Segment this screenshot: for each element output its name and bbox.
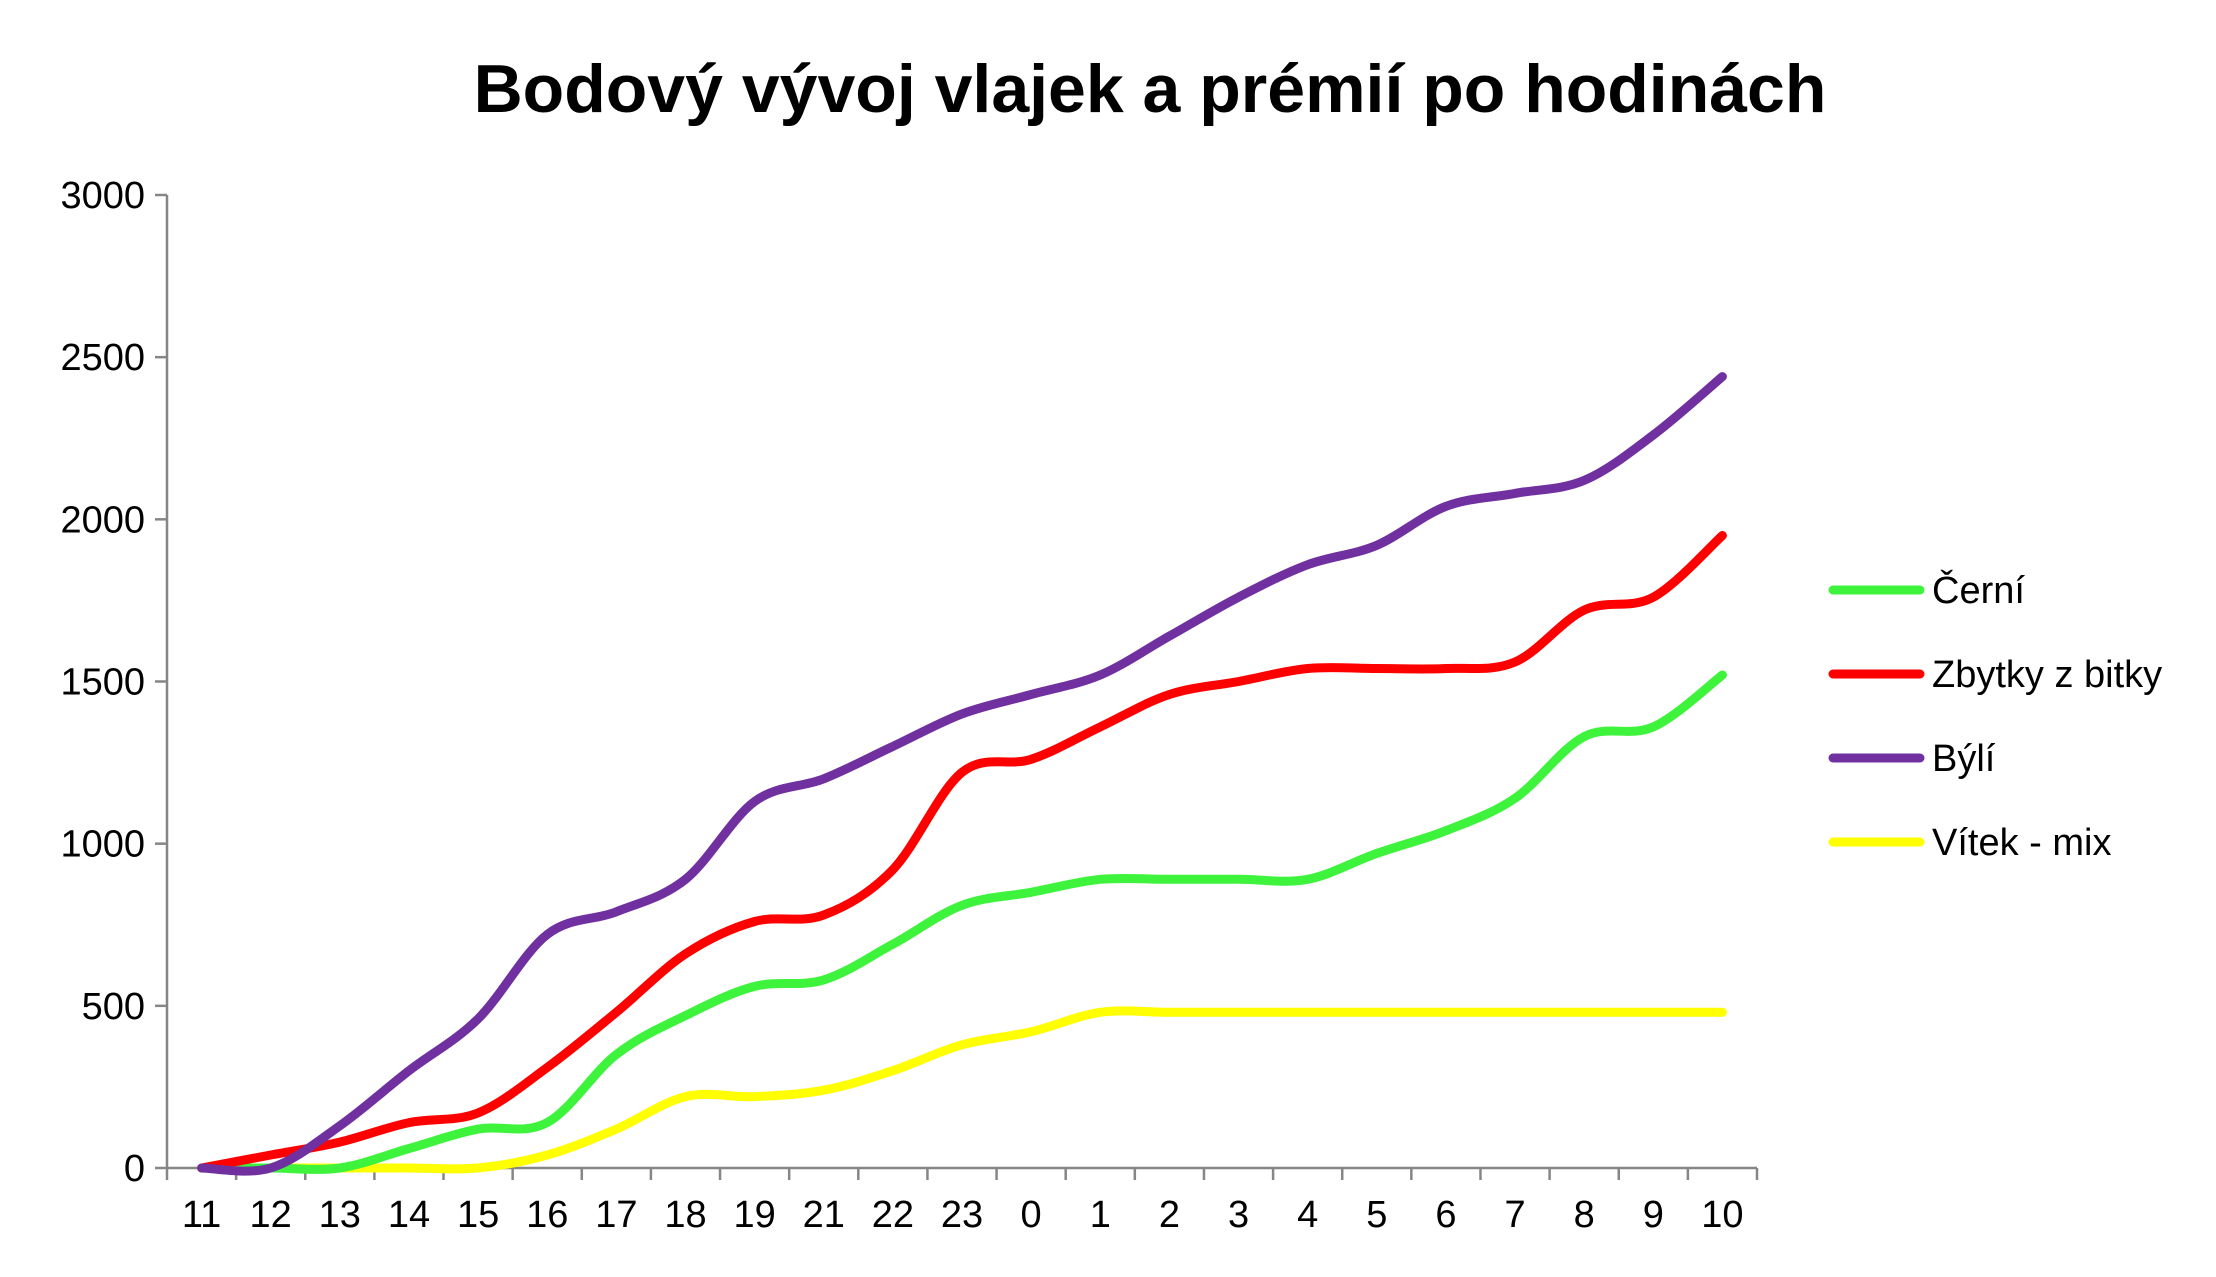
- x-tick-label: 6: [1435, 1194, 1456, 1236]
- y-axis-tick-labels: 0 500 1000 1500 2000 2500 3000: [60, 175, 145, 1190]
- x-tick-label: 2: [1159, 1194, 1180, 1236]
- series-line-cerni: [197, 670, 1727, 1174]
- y-tick-label: 2000: [60, 499, 145, 541]
- legend-label-vitek-mix: Vítek - mix: [1932, 822, 2111, 864]
- x-tick-label: 10: [1701, 1194, 1743, 1236]
- legend-label-cerni: Černí: [1932, 568, 2025, 612]
- x-tick-label: 23: [941, 1194, 983, 1236]
- legend: Černí Zbytky z bitky Býlí Vítek - mix: [1828, 568, 2162, 864]
- x-tick-label: 14: [388, 1194, 430, 1236]
- x-tick-label: 22: [872, 1194, 914, 1236]
- y-tick-label: 3000: [60, 175, 145, 217]
- axes: [155, 193, 1759, 1180]
- x-axis-tick-labels: 11 12 13 14 15 16 17 18 19 21 22 23 0 1 2 3 4 5 6 7 8 9 10: [182, 1194, 1744, 1236]
- x-tick-label: 1: [1090, 1194, 1111, 1236]
- x-tick-label: 4: [1297, 1194, 1318, 1236]
- x-tick-label: 5: [1366, 1194, 1387, 1236]
- x-tick-label: 15: [457, 1194, 499, 1236]
- x-tick-label: 3: [1228, 1194, 1249, 1236]
- series-line-zbytky-z-bitky: [197, 531, 1727, 1173]
- y-tick-label: 500: [82, 986, 145, 1028]
- legend-label-zbytky-z-bitky: Zbytky z bitky: [1932, 654, 2162, 696]
- x-tick-label: 16: [526, 1194, 568, 1236]
- x-tick-label: 13: [319, 1194, 361, 1236]
- x-tick-label: 9: [1643, 1194, 1664, 1236]
- y-tick-label: 1500: [60, 662, 145, 704]
- y-tick-label: 0: [124, 1148, 145, 1190]
- x-tick-label: 0: [1021, 1194, 1042, 1236]
- legend-label-byli: Býlí: [1932, 738, 1996, 780]
- x-tick-label: 19: [733, 1194, 775, 1236]
- chart-title: Bodový vývoj vlajek a prémií po hodinách: [474, 51, 1827, 127]
- series-lines: [197, 372, 1727, 1176]
- x-tick-label: 21: [803, 1194, 845, 1236]
- x-tick-label: 11: [182, 1194, 221, 1236]
- x-tick-label: 17: [595, 1194, 637, 1236]
- x-tick-label: 12: [250, 1194, 292, 1236]
- series-line-byli: [197, 372, 1727, 1176]
- x-tick-label: 18: [664, 1194, 706, 1236]
- y-tick-label: 1000: [60, 824, 145, 866]
- series-line-vitek-mix: [197, 1006, 1727, 1174]
- y-tick-label: 2500: [60, 337, 145, 379]
- x-tick-label: 7: [1504, 1194, 1525, 1236]
- x-tick-label: 8: [1574, 1194, 1595, 1236]
